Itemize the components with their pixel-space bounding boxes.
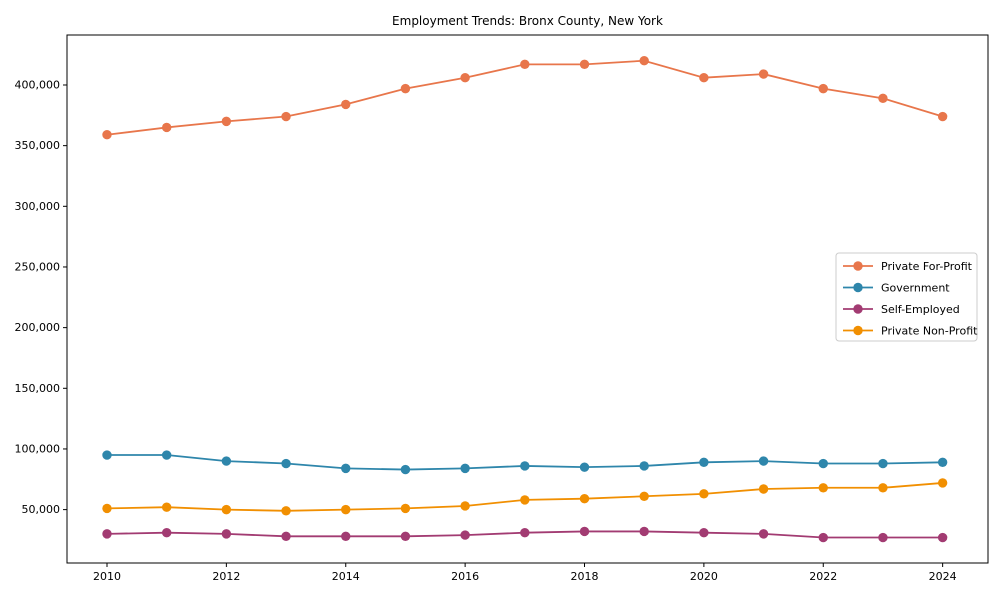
legend-marker-self-employed bbox=[853, 304, 863, 314]
data-point-private-non-profit bbox=[579, 493, 590, 504]
data-point-government bbox=[460, 463, 470, 474]
plot-border bbox=[66, 34, 989, 564]
data-point-self-employed bbox=[579, 526, 590, 537]
data-point-private-for-profit bbox=[937, 111, 948, 122]
y-tick-label: 150,000 bbox=[15, 382, 61, 395]
data-point-government bbox=[161, 450, 172, 460]
legend-label-self-employed: Self-Employed bbox=[881, 303, 960, 316]
x-tick-label: 2024 bbox=[929, 570, 957, 583]
data-point-private-for-profit bbox=[460, 73, 470, 83]
data-point-private-non-profit bbox=[400, 503, 411, 514]
legend-box bbox=[835, 252, 978, 342]
data-point-private-for-profit bbox=[281, 111, 291, 122]
data-point-private-non-profit bbox=[221, 504, 232, 515]
chart-title: Employment Trends: Bronx County, New Yor… bbox=[392, 14, 663, 28]
data-point-private-non-profit bbox=[639, 491, 649, 501]
data-point-private-for-profit bbox=[161, 122, 172, 133]
data-point-private-for-profit bbox=[520, 59, 530, 70]
y-tick-label: 300,000 bbox=[15, 200, 61, 213]
data-point-self-employed bbox=[878, 532, 888, 543]
y-tick-label: 100,000 bbox=[15, 442, 61, 455]
y-tick-label: 350,000 bbox=[15, 139, 61, 152]
data-point-government bbox=[758, 456, 769, 466]
series-line-private-for-profit bbox=[106, 59, 943, 136]
data-point-self-employed bbox=[639, 526, 649, 537]
data-point-private-for-profit bbox=[400, 83, 411, 94]
data-point-private-non-profit bbox=[758, 484, 769, 494]
legend: Private For-Profit Government Self-Employe… bbox=[835, 252, 978, 342]
data-point-self-employed bbox=[221, 529, 232, 539]
data-point-government bbox=[341, 463, 351, 474]
x-tick-label: 2022 bbox=[809, 570, 837, 583]
data-point-private-non-profit bbox=[699, 489, 709, 499]
legend-marker-private-non-profit bbox=[853, 325, 863, 336]
legend-label-government: Government bbox=[881, 282, 950, 295]
data-point-government bbox=[281, 458, 291, 469]
data-point-private-non-profit bbox=[281, 506, 291, 516]
data-point-private-non-profit bbox=[161, 502, 172, 512]
x-tick-label: 2010 bbox=[93, 570, 121, 583]
data-point-government bbox=[937, 457, 948, 468]
data-point-private-non-profit bbox=[937, 478, 948, 488]
data-point-self-employed bbox=[161, 527, 172, 538]
y-tick-label: 400,000 bbox=[15, 78, 61, 91]
data-point-private-non-profit bbox=[878, 483, 888, 493]
data-point-private-for-profit bbox=[102, 130, 112, 140]
data-point-self-employed bbox=[818, 532, 828, 543]
y-tick-label: 200,000 bbox=[15, 321, 61, 334]
y-tick-label: 250,000 bbox=[15, 260, 61, 273]
data-point-private-for-profit bbox=[758, 69, 769, 79]
data-point-private-for-profit bbox=[818, 83, 828, 94]
data-point-self-employed bbox=[758, 529, 769, 539]
data-point-private-non-profit bbox=[341, 504, 351, 515]
data-point-private-non-profit bbox=[102, 503, 112, 514]
data-point-private-for-profit bbox=[579, 59, 590, 70]
y-tick-label: 50,000 bbox=[22, 503, 61, 516]
data-point-government bbox=[102, 450, 112, 460]
data-point-private-non-profit bbox=[520, 495, 530, 505]
x-tick-label: 2018 bbox=[571, 570, 599, 583]
data-point-private-non-profit bbox=[460, 501, 470, 511]
data-point-self-employed bbox=[460, 530, 470, 540]
data-point-government bbox=[520, 461, 530, 471]
legend-label-private-non-profit: Private Non-Profit bbox=[881, 325, 978, 338]
data-point-government bbox=[579, 462, 590, 472]
x-tick-label: 2020 bbox=[690, 570, 718, 583]
data-point-private-for-profit bbox=[878, 93, 888, 104]
data-point-government bbox=[400, 464, 411, 475]
x-tick-label: 2012 bbox=[212, 570, 240, 583]
data-point-self-employed bbox=[341, 531, 351, 542]
legend-label-private-for-profit: Private For-Profit bbox=[881, 260, 973, 273]
data-point-private-for-profit bbox=[221, 116, 232, 127]
data-point-government bbox=[639, 461, 649, 471]
data-point-private-for-profit bbox=[341, 99, 351, 110]
data-point-private-for-profit bbox=[699, 73, 709, 83]
data-point-self-employed bbox=[937, 532, 948, 543]
legend-marker-private-for-profit bbox=[853, 261, 863, 271]
data-point-government bbox=[878, 458, 888, 469]
data-point-government bbox=[699, 457, 709, 468]
data-point-government bbox=[818, 458, 828, 469]
data-point-self-employed bbox=[400, 531, 411, 542]
legend-marker-government bbox=[853, 282, 863, 293]
data-point-self-employed bbox=[520, 527, 530, 538]
x-tick-label: 2016 bbox=[451, 570, 479, 583]
data-point-private-non-profit bbox=[818, 483, 828, 493]
data-point-government bbox=[221, 456, 232, 466]
data-point-private-for-profit bbox=[639, 56, 649, 66]
data-point-self-employed bbox=[281, 531, 291, 542]
data-point-self-employed bbox=[102, 529, 112, 539]
data-point-self-employed bbox=[699, 527, 709, 538]
x-tick-label: 2014 bbox=[332, 570, 360, 583]
